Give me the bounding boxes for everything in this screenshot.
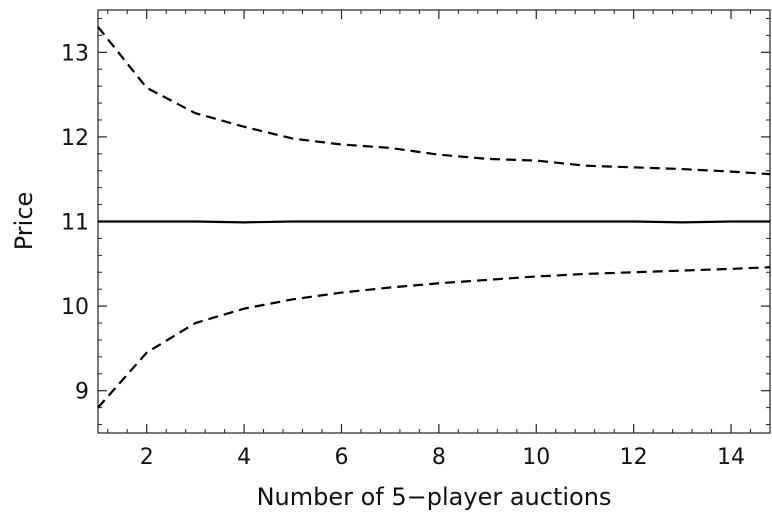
y-tick-label: 9 — [75, 380, 89, 405]
x-tick-label: 10 — [522, 445, 550, 470]
y-tick-label: 12 — [61, 126, 89, 151]
y-tick-label: 13 — [61, 41, 89, 66]
y-tick-label: 11 — [61, 211, 89, 236]
y-tick-label: 10 — [61, 295, 89, 320]
tick-labels: 2 4 6 8 10 12 14 9 10 11 12 13 — [61, 41, 745, 470]
dashed-band-line — [97, 266, 771, 409]
x-tick-label: 8 — [432, 445, 446, 470]
y-axis-title: Price — [10, 192, 38, 251]
x-tick-label: 2 — [140, 445, 154, 470]
x-tick-label: 4 — [237, 445, 251, 470]
x-tick-label: 6 — [334, 445, 348, 470]
x-axis-title: Number of 5−player auctions — [257, 483, 612, 511]
axis-ticks — [98, 10, 771, 433]
dashed-band-line — [97, 26, 771, 176]
solid-price-line — [98, 220, 770, 224]
series-lines — [97, 26, 771, 409]
x-tick-label: 14 — [717, 445, 745, 470]
x-tick-label: 12 — [620, 445, 648, 470]
